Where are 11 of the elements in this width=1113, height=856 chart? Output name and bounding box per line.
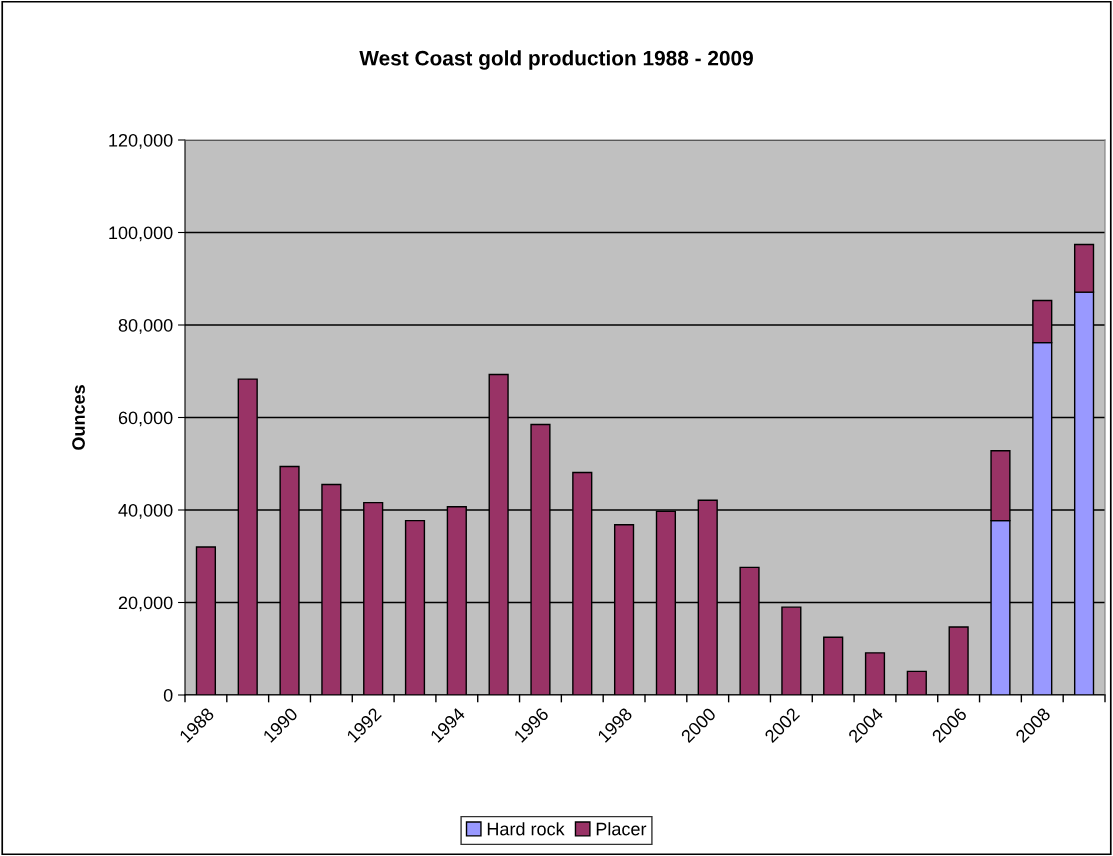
y-tick-label: 60,000 [118, 411, 173, 427]
legend-label: Hard rock [487, 822, 565, 836]
y-tick-label: 40,000 [118, 503, 173, 519]
y-tick-label: 20,000 [118, 596, 173, 612]
y-tick-label: 80,000 [118, 318, 173, 334]
y-tick-label: 120,000 [109, 133, 173, 149]
chart-title: West Coast gold production 1988 - 2009 [359, 50, 753, 70]
legend-label: Placer [596, 822, 647, 836]
y-tick-label: 100,000 [109, 226, 173, 242]
y-tick-label: 0 [163, 688, 173, 702]
y-axis-title: Ounces [72, 385, 85, 450]
